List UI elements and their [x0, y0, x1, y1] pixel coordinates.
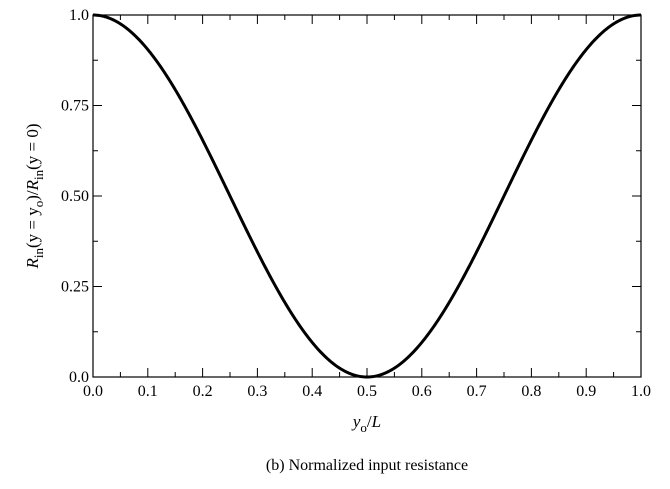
- x-tick-label: 1.0: [631, 383, 651, 400]
- x-tick-label: 0.3: [247, 383, 267, 400]
- x-axis-label: yo/L: [351, 412, 381, 435]
- y-tick-label: 0.0: [69, 369, 89, 386]
- y-tick-label: 0.25: [61, 279, 89, 296]
- x-tick-label: 0.7: [467, 383, 487, 400]
- x-tick-label: 0.2: [193, 383, 213, 400]
- x-tick-label: 0.6: [412, 383, 432, 400]
- x-tick-label: 0.8: [521, 383, 541, 400]
- x-tick-label: 0.1: [138, 383, 158, 400]
- plot-frame: [93, 15, 641, 377]
- y-axis-label: Rin(y = yo)/Rin(y = 0): [23, 123, 46, 269]
- series-line: [93, 15, 641, 377]
- x-tick-label: 0.9: [576, 383, 596, 400]
- y-tick-label: 0.75: [61, 98, 89, 115]
- series-layer: [93, 15, 641, 377]
- x-tick-label: 0.4: [302, 383, 322, 400]
- chart-caption: (b) Normalized input resistance: [266, 457, 468, 474]
- x-tick-label: 0.5: [357, 383, 377, 400]
- y-tick-label: 0.50: [61, 188, 89, 205]
- y-tick-label: 1.0: [69, 7, 89, 24]
